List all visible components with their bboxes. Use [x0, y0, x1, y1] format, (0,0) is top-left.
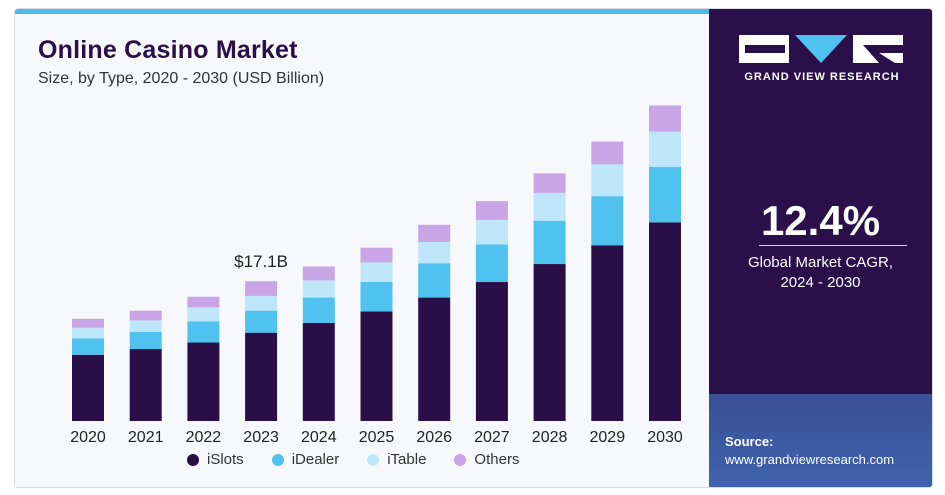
- bar-itable-2022: [187, 307, 220, 322]
- bar-islots-2025: [360, 311, 393, 421]
- legend-swatch-idealer: [271, 453, 284, 466]
- bar-idealer-2022: [187, 321, 220, 343]
- bar-islots-2024: [302, 322, 335, 421]
- x-tick-label-2025: 2025: [359, 429, 395, 446]
- x-tick-label-2024: 2024: [301, 429, 337, 446]
- bar-islots-2021: [129, 349, 162, 421]
- bar-idealer-2023: [245, 310, 278, 333]
- cagr-divider: [759, 245, 907, 246]
- bar-idealer-2025: [360, 282, 393, 312]
- legend-item-idealer: iDealer: [271, 451, 340, 468]
- bar-others-2024: [302, 266, 335, 281]
- bar-idealer-2024: [302, 297, 335, 323]
- bar-others-2023: [245, 281, 278, 296]
- bar-itable-2021: [129, 320, 162, 332]
- bar-others-2021: [129, 310, 162, 321]
- bar-idealer-2028: [533, 220, 566, 265]
- legend-item-islots: iSlots: [187, 451, 244, 468]
- bar-others-2025: [360, 247, 393, 263]
- cagr-label-line1: Global Market CAGR,: [747, 254, 894, 271]
- source-url[interactable]: www.grandviewresearch.com: [725, 452, 895, 467]
- gvr-logo-icon: [739, 35, 903, 63]
- info-panel: GRAND VIEW RESEARCH 12.4% Global Market …: [709, 9, 932, 487]
- bar-islots-2026: [418, 297, 451, 421]
- x-tick-label-2028: 2028: [532, 429, 568, 446]
- x-tick-label-2023: 2023: [243, 429, 279, 446]
- bar-others-2029: [591, 141, 624, 165]
- x-tick-label-2020: 2020: [70, 429, 106, 446]
- bar-itable-2029: [591, 164, 624, 197]
- bar-others-2028: [533, 173, 566, 193]
- bar-idealer-2027: [475, 244, 508, 283]
- bar-others-2026: [418, 224, 451, 242]
- legend-label-itable: iTable: [387, 451, 427, 468]
- chart-panel: Online Casino Market Size, by Type, 2020…: [15, 9, 709, 487]
- data-label-2023: $17.1B: [234, 252, 288, 271]
- x-tick-label-2027: 2027: [474, 429, 510, 446]
- bar-idealer-2021: [129, 331, 162, 350]
- x-tick-label-2022: 2022: [186, 429, 222, 446]
- legend-swatch-itable: [367, 453, 380, 466]
- bar-itable-2025: [360, 262, 393, 283]
- chart-title: Online Casino Market: [38, 36, 298, 64]
- source-band: [709, 394, 932, 487]
- logo-wordmark: GRAND VIEW RESEARCH: [744, 71, 900, 83]
- cagr-value: 12.4%: [760, 197, 881, 244]
- bar-idealer-2029: [591, 196, 624, 246]
- legend-label-islots: iSlots: [207, 451, 244, 468]
- bar-itable-2027: [475, 219, 508, 245]
- cagr-label-line2: 2024 - 2030: [780, 274, 861, 291]
- legend-label-others: Others: [474, 451, 520, 468]
- chart-card: Online Casino Market Size, by Type, 2020…: [14, 8, 933, 488]
- bar-idealer-2026: [418, 263, 451, 298]
- cagr-label: Global Market CAGR, 2024 - 2030: [709, 253, 932, 293]
- bar-islots-2020: [72, 354, 104, 421]
- bar-itable-2028: [533, 192, 566, 221]
- bar-islots-2023: [245, 332, 278, 421]
- grand-view-research-logo: [739, 35, 904, 70]
- chart-subtitle: Size, by Type, 2020 - 2030 (USD Billion): [38, 70, 325, 87]
- bar-islots-2027: [475, 282, 508, 421]
- bar-islots-2029: [591, 245, 624, 421]
- bar-others-2027: [475, 201, 508, 220]
- x-tick-label-2029: 2029: [590, 429, 626, 446]
- chart-legend: iSlots iDealer iTable Others: [187, 451, 519, 468]
- x-tick-label-2021: 2021: [128, 429, 164, 446]
- bar-itable-2023: [245, 295, 278, 311]
- x-tick-label-2026: 2026: [416, 429, 452, 446]
- x-tick-label-2030: 2030: [647, 429, 683, 446]
- bar-islots-2030: [649, 222, 681, 421]
- legend-item-itable: iTable: [367, 451, 426, 468]
- bar-islots-2022: [187, 342, 220, 421]
- bar-others-2022: [187, 296, 220, 308]
- legend-item-others: Others: [454, 451, 519, 468]
- bar-itable-2026: [418, 241, 451, 264]
- stacked-bar-chart: 2020 2021 2022 2023 $17.1B 2024 2025 2026 2027 20…: [70, 105, 683, 446]
- bar-itable-2024: [302, 280, 335, 298]
- bar-islots-2028: [533, 264, 566, 421]
- legend-swatch-others: [454, 453, 467, 466]
- legend-swatch-islots: [187, 453, 199, 466]
- legend-label-idealer: iDealer: [291, 451, 340, 468]
- bar-itable-2030: [649, 131, 681, 167]
- source-label: Source:: [725, 434, 774, 449]
- bar-others-2020: [72, 318, 104, 328]
- bar-others-2030: [649, 105, 681, 132]
- bar-idealer-2020: [72, 338, 104, 355]
- bar-itable-2020: [72, 327, 104, 339]
- bar-idealer-2030: [649, 166, 681, 223]
